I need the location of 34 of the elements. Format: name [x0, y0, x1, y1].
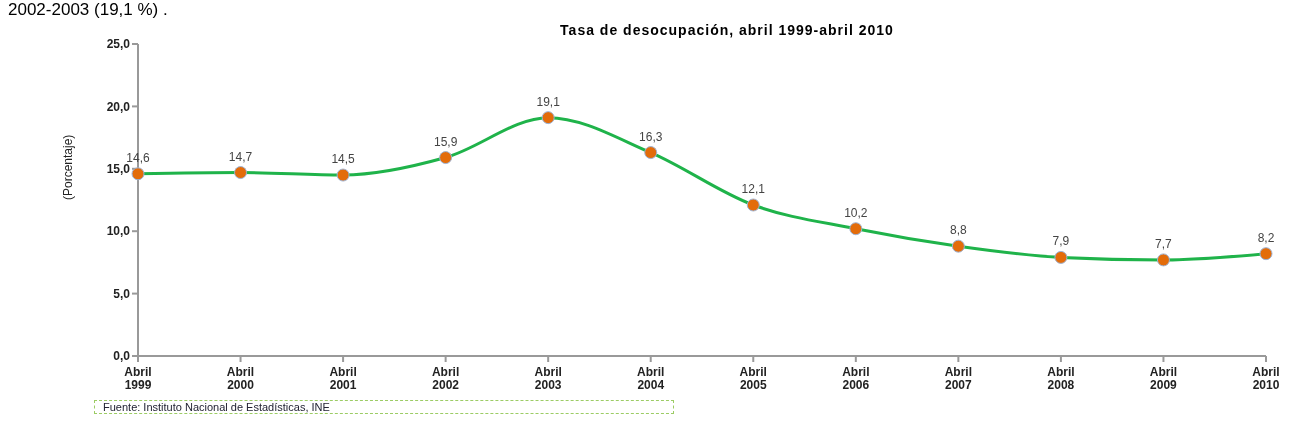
- text: 2002-2003 (19,1 %) .: [8, 0, 168, 20]
- x-tick-label: Abril 2003: [534, 365, 562, 392]
- x-tick-label: Abril 2009: [1149, 365, 1178, 392]
- data-label: 14,6: [126, 150, 150, 165]
- data-label: 8,2: [1257, 230, 1275, 245]
- data-label: 14,7: [228, 149, 253, 164]
- x-tick-label: Abril 2007: [944, 365, 973, 392]
- data-label: 10,2: [844, 205, 868, 220]
- data-label: 7,9: [1052, 234, 1070, 249]
- x-tick-label: Abril 1999: [124, 365, 152, 392]
- x-tick-label: Abril 2000: [226, 365, 255, 392]
- y-tick-label: 25,0: [106, 37, 131, 52]
- data-label: 19,1: [536, 94, 561, 109]
- data-label: 14,5: [331, 152, 356, 167]
- y-tick-label: 15,0: [106, 162, 131, 177]
- data-label: 15,9: [433, 134, 458, 149]
- y-tick-label: 20,0: [106, 99, 131, 114]
- x-tick-label: Abril 2001: [329, 365, 357, 392]
- data-label: 7,7: [1155, 236, 1173, 251]
- x-tick-label: Abril 2006: [842, 365, 870, 392]
- x-tick-label: Abril 2005: [739, 365, 767, 392]
- data-label: 12,1: [741, 181, 766, 196]
- data-label: 16,3: [639, 129, 663, 144]
- x-tick-label: Abril 2004: [637, 365, 665, 392]
- chart-title: Tasa de desocupación, abril 1999-abril 2010: [559, 22, 895, 38]
- y-tick-label: 10,0: [106, 224, 131, 239]
- y-axis-title: (Porcentaje): [61, 134, 76, 200]
- data-label: 8,8: [950, 223, 968, 238]
- y-tick-label: 0,0: [113, 349, 131, 364]
- x-tick-label: Abril 2010: [1252, 365, 1280, 392]
- x-tick-label: Abril 2008: [1047, 365, 1075, 392]
- x-tick-label: Abril 2002: [431, 365, 460, 392]
- source-note: Fuente: Instituto Nacional de Estadísticas, INE: [94, 400, 674, 414]
- y-tick-label: 5,0: [113, 286, 131, 301]
